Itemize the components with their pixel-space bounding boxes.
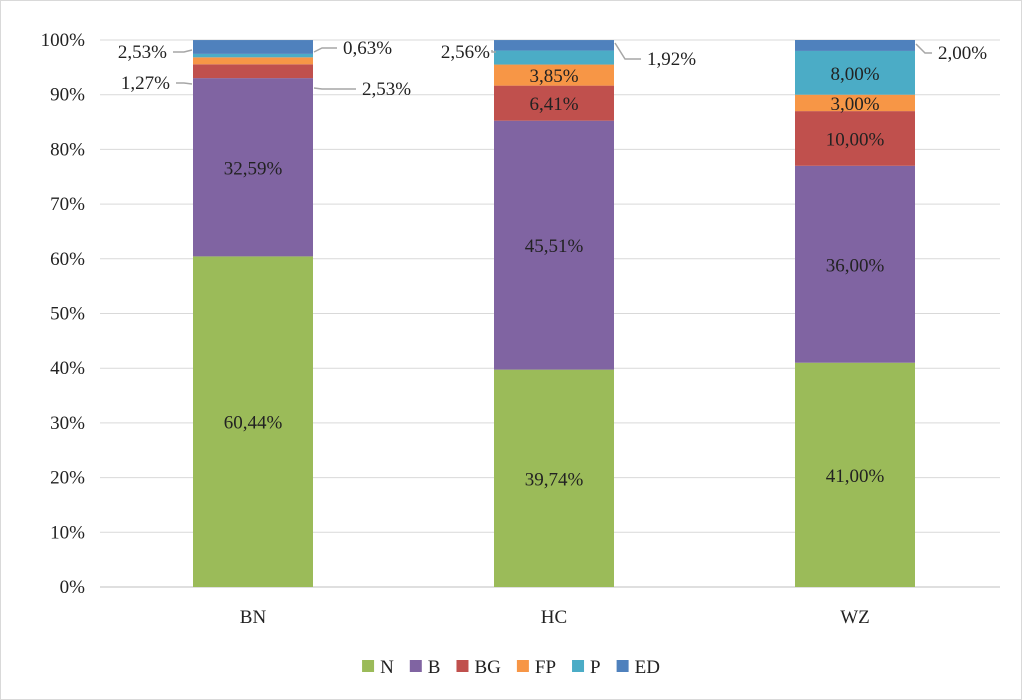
data-label-bg-bn: 2,53% bbox=[362, 79, 411, 100]
bars bbox=[193, 40, 915, 587]
bar-segment-bg-hc bbox=[494, 85, 614, 121]
data-label-fp-bn: 1,27% bbox=[121, 73, 170, 94]
bar-segment-bg-bn bbox=[193, 64, 313, 79]
leader-line bbox=[173, 49, 193, 53]
data-label-n-bn: 60,44% bbox=[224, 413, 283, 434]
data-label-b-bn: 32,59% bbox=[224, 158, 283, 179]
y-tick-label: 100% bbox=[41, 30, 86, 51]
legend-label: FP bbox=[535, 657, 556, 678]
legend-item-n: N bbox=[362, 657, 394, 678]
x-axis: BN HC WZ bbox=[240, 607, 870, 628]
leader-line bbox=[313, 47, 337, 53]
bar-segment-ed-hc bbox=[494, 40, 614, 51]
bar-segment-b-wz bbox=[795, 165, 915, 363]
y-tick-label: 30% bbox=[50, 413, 85, 434]
y-tick-label: 50% bbox=[50, 304, 85, 325]
y-axis: 0% 10% 20% 30% 40% 50% 60% 70% 80% 90% 100% bbox=[41, 30, 86, 598]
y-tick-label: 10% bbox=[50, 522, 85, 543]
data-label-bg-wz: 10,00% bbox=[826, 129, 885, 150]
bar-segment-p-bn bbox=[193, 53, 313, 58]
y-tick-label: 80% bbox=[50, 139, 85, 160]
bar-segment-p-wz bbox=[795, 50, 915, 95]
data-label-p-wz: 8,00% bbox=[830, 64, 879, 85]
data-label-p-bn: 0,63% bbox=[343, 38, 392, 59]
legend-swatch bbox=[516, 660, 529, 672]
bar-segment-ed-bn bbox=[193, 40, 313, 54]
y-tick-label: 40% bbox=[50, 358, 85, 379]
data-label-bg-hc: 6,41% bbox=[529, 94, 578, 115]
legend: N B BG FP P ED bbox=[362, 657, 660, 678]
leader-line bbox=[313, 87, 356, 90]
bar-segment-fp-bn bbox=[193, 57, 313, 65]
data-label-n-wz: 41,00% bbox=[826, 466, 885, 487]
bar-segment-n-bn bbox=[193, 256, 313, 587]
legend-item-p: P bbox=[572, 657, 601, 678]
data-label-ed-wz: 2,00% bbox=[938, 43, 987, 64]
legend-item-ed: ED bbox=[616, 657, 660, 678]
bar-segment-b-bn bbox=[193, 78, 313, 257]
legend-label: P bbox=[590, 657, 601, 678]
data-label-p-hc: 2,56% bbox=[441, 42, 490, 63]
data-label-fp-wz: 3,00% bbox=[830, 94, 879, 115]
x-tick-label: HC bbox=[541, 607, 567, 628]
leader-line bbox=[915, 43, 932, 54]
legend-item-b: B bbox=[409, 657, 441, 678]
y-tick-label: 70% bbox=[50, 194, 85, 215]
legend-swatch bbox=[409, 660, 422, 672]
data-label-fp-hc: 3,85% bbox=[529, 66, 578, 87]
legend-item-fp: FP bbox=[516, 657, 556, 678]
data-label-ed-bn: 2,53% bbox=[118, 42, 167, 63]
x-tick-label: BN bbox=[240, 607, 267, 628]
legend-swatch bbox=[616, 660, 629, 672]
leader-line bbox=[491, 50, 496, 53]
leader-line bbox=[614, 42, 641, 60]
y-tick-label: 0% bbox=[60, 577, 86, 598]
data-label-b-hc: 45,51% bbox=[525, 236, 584, 257]
bar-segment-ed-wz bbox=[795, 40, 915, 51]
bar-segment-b-hc bbox=[494, 120, 614, 370]
legend-swatch bbox=[456, 660, 469, 672]
x-tick-label: WZ bbox=[840, 607, 870, 628]
bar-segment-fp-wz bbox=[795, 94, 915, 112]
legend-item-bg: BG bbox=[456, 657, 501, 678]
y-tick-label: 60% bbox=[50, 249, 85, 270]
legend-label: N bbox=[380, 657, 394, 678]
legend-label: B bbox=[428, 657, 441, 678]
y-tick-label: 90% bbox=[50, 85, 85, 106]
data-label-ed-hc: 1,92% bbox=[647, 49, 696, 70]
data-labels: 60,44% 32,59% 2,53% 1,27% 0,63% 2,53% 39,74% 45… bbox=[118, 38, 987, 490]
bar-segment-n-hc bbox=[494, 369, 614, 587]
legend-swatch bbox=[572, 660, 585, 672]
bar-segment-bg-wz bbox=[795, 111, 915, 166]
bar-segment-n-wz bbox=[795, 362, 915, 587]
data-label-b-wz: 36,00% bbox=[826, 255, 885, 276]
legend-label: BG bbox=[474, 657, 501, 678]
data-label-n-hc: 39,74% bbox=[525, 469, 584, 490]
y-tick-label: 20% bbox=[50, 468, 85, 489]
bar-segment-p-hc bbox=[494, 50, 614, 65]
leader-line bbox=[176, 82, 193, 85]
legend-label: ED bbox=[635, 657, 660, 678]
legend-swatch bbox=[362, 660, 375, 672]
bar-segment-fp-hc bbox=[494, 64, 614, 86]
